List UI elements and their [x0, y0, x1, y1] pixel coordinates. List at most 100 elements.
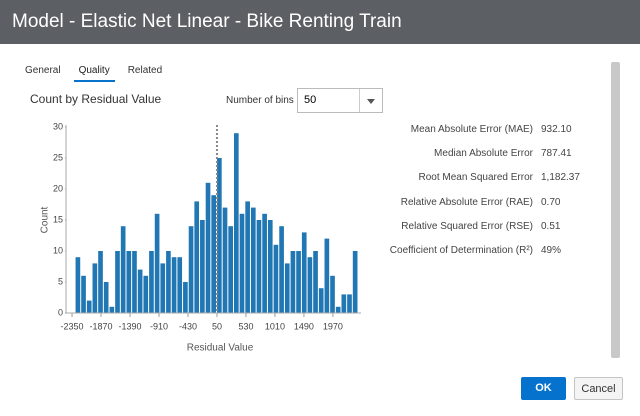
bar: [120, 226, 126, 313]
bar: [132, 251, 137, 313]
bar: [92, 263, 98, 313]
metric-value: 932.10: [541, 124, 572, 135]
bar: [301, 232, 307, 313]
x-tick-label: 1010: [265, 321, 285, 331]
metric-row: Median Absolute Error 787.41: [380, 148, 580, 172]
metric-value: 787.41: [541, 148, 572, 160]
x-tick-label: -1870: [90, 321, 113, 331]
ok-button[interactable]: OK: [521, 377, 566, 400]
y-tick-label: 0: [58, 307, 63, 317]
bar: [171, 257, 177, 313]
bar: [98, 251, 103, 313]
y-tick-label: 15: [53, 214, 63, 224]
bins-label: Number of bins: [226, 95, 294, 106]
x-tick-label: -430: [179, 321, 197, 331]
x-tick-label: -910: [150, 321, 168, 331]
bar: [267, 220, 273, 313]
metric-row: Mean Absolute Error (MAE) 932.10: [380, 124, 580, 148]
metric-label: Root Mean Squared Error: [418, 172, 533, 184]
bar: [347, 294, 352, 313]
bins-select[interactable]: 50: [297, 88, 383, 113]
y-tick-label: 5: [58, 276, 63, 286]
bar: [143, 275, 149, 313]
metric-row: Relative Absolute Error (RAE) 0.70: [380, 197, 580, 221]
bar: [330, 275, 335, 313]
chart: Count by Residual Value Residual Value C…: [30, 92, 361, 354]
bar: [279, 226, 284, 313]
bar: [205, 182, 211, 313]
bar: [273, 244, 279, 313]
bar: [290, 251, 296, 313]
tab[interactable]: General: [25, 65, 61, 76]
bar: [126, 251, 132, 313]
y-tick-label: 20: [53, 183, 63, 193]
scrollbar[interactable]: [611, 62, 620, 358]
metric-label: Median Absolute Error: [434, 148, 533, 160]
metric-row: Coefficient of Determination (R²) 49%: [380, 245, 580, 269]
bar: [313, 251, 318, 313]
bar: [183, 282, 188, 313]
bar: [233, 133, 239, 313]
bar: [188, 226, 194, 313]
bar: [256, 220, 262, 313]
bar: [154, 213, 160, 313]
x-axis-label: Residual Value: [187, 343, 254, 354]
y-tick-label: 30: [53, 121, 63, 131]
bar: [250, 207, 256, 313]
bar: [352, 251, 358, 313]
dialog-title: Model - Elastic Net Linear - Bike Rentin…: [0, 0, 640, 44]
bar: [239, 213, 245, 313]
dropdown-arrow: [367, 99, 375, 104]
bar: [86, 300, 92, 313]
bar: [262, 213, 267, 313]
metric-value: 0.70: [541, 196, 561, 208]
bar: [200, 220, 205, 313]
bar: [149, 251, 154, 313]
bar: [81, 275, 86, 313]
y-axis-label: Count: [40, 206, 51, 233]
metric-label: Relative Absolute Error (RAE): [400, 196, 533, 208]
x-tick-label: 50: [212, 321, 222, 331]
metric-value: 49%: [541, 244, 562, 256]
tab[interactable]: Related: [127, 65, 163, 76]
chart-title: Count by Residual Value: [30, 92, 162, 106]
metric-label: Coefficient of Determination (R²): [389, 244, 533, 256]
bar: [75, 257, 81, 313]
bar: [109, 306, 115, 313]
metric-value: 1,182.37: [541, 172, 580, 184]
dropdown-button[interactable]: [359, 89, 382, 112]
metric-label: Relative Squared Error (RSE): [401, 220, 533, 232]
bar: [307, 257, 313, 313]
metric-value: 0.51: [541, 220, 561, 232]
bar: [228, 226, 233, 313]
bar: [296, 251, 301, 313]
bar: [194, 201, 200, 313]
metrics-list: Mean Absolute Error (MAE) 932.10 Median Ab…: [380, 124, 580, 269]
bar: [245, 201, 250, 313]
bar: [160, 263, 166, 313]
x-tick-label: -1390: [118, 321, 141, 331]
bar: [137, 269, 143, 313]
metric-row: Root Mean Squared Error 1,182.37: [380, 172, 580, 196]
bar: [115, 251, 120, 313]
tab-bar: General Quality Related: [20, 62, 175, 82]
bar: [211, 195, 217, 313]
x-tick-label: -2350: [61, 321, 84, 331]
bins-value: 50: [304, 94, 317, 106]
bar: [222, 207, 228, 313]
x-tick-label: 1490: [294, 321, 314, 331]
y-tick-label: 10: [53, 245, 63, 255]
metric-label: Mean Absolute Error (MAE): [410, 124, 533, 135]
bar: [284, 263, 290, 313]
bar: [166, 251, 171, 313]
bar: [217, 158, 222, 313]
bar: [318, 288, 324, 313]
x-tick-label: 530: [238, 321, 253, 331]
bar: [324, 238, 330, 313]
tab[interactable]: Quality: [73, 62, 115, 82]
bar: [103, 282, 109, 313]
bar: [341, 294, 347, 313]
y-tick-label: 25: [53, 152, 63, 162]
cancel-button[interactable]: Cancel: [574, 377, 623, 400]
